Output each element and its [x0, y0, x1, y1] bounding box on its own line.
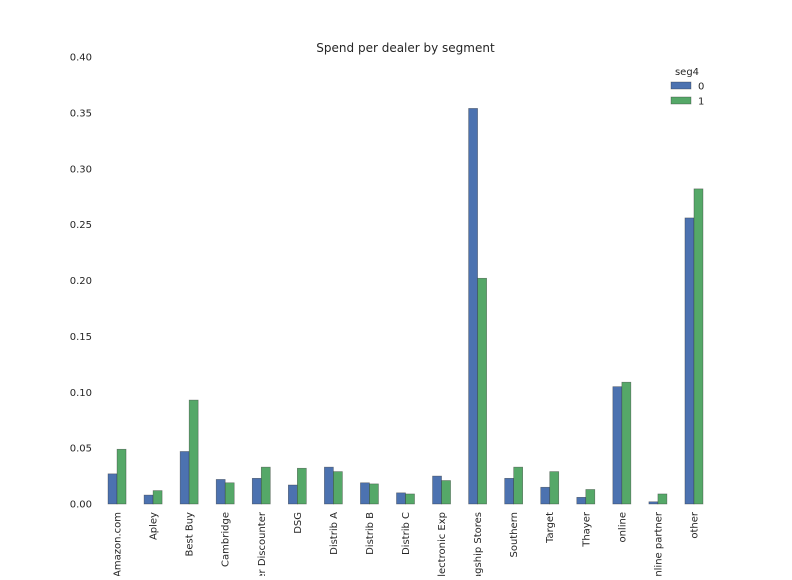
bar-series-0-7	[360, 482, 370, 505]
legend-swatch-0	[670, 81, 692, 90]
chart-title: Spend per dealer by segment	[316, 41, 495, 55]
bar-series-1-4	[260, 466, 271, 505]
bar-series-1-15	[657, 493, 668, 505]
x-tick-label: Flagship Stores	[473, 512, 484, 576]
y-tick-label: 0.40	[70, 53, 92, 64]
x-tick-label: DSG	[293, 512, 304, 534]
bar-series-1-7	[369, 483, 379, 505]
x-axis: Amazon.com Apley Best Buy Cambridge Power Di…	[113, 511, 701, 580]
bar-series-0-10	[468, 108, 478, 505]
x-tick-label: Power Discounter	[257, 511, 268, 576]
bar-series-0-9	[432, 475, 442, 505]
bar-series-1-16	[693, 188, 704, 505]
y-tick-label: 0.05	[70, 444, 92, 455]
legend-label-0: 0	[698, 82, 704, 93]
y-tick-label: 0.15	[70, 332, 92, 343]
x-tick-label: Distrib B	[365, 512, 376, 555]
bar-series-1-1	[152, 490, 163, 505]
bar-series-0-13	[576, 496, 587, 505]
bar-series-0-0	[107, 473, 118, 505]
bar-series-1-6	[333, 471, 343, 505]
x-tick-label: online partner	[653, 511, 664, 576]
bar-series-0-16	[684, 217, 695, 505]
bar-series-1-11	[513, 466, 523, 505]
bar-series-1-8	[405, 493, 415, 505]
bar-series-0-15	[648, 501, 659, 505]
y-axis: 0.00 0.05 0.10 0.15 0.20 0.25 0.30 0.35 0.40	[70, 53, 92, 511]
x-tick-label: online	[617, 512, 628, 543]
x-tick-label: Southern	[509, 512, 520, 558]
y-tick-label: 0.35	[70, 108, 92, 119]
bar-series-1-0	[116, 448, 127, 505]
bar-series-0-6	[324, 466, 334, 505]
legend-label-1: 1	[698, 97, 704, 108]
legend-swatch-1	[670, 96, 692, 105]
y-tick-label: 0.25	[70, 220, 92, 231]
bar-series-0-14	[612, 386, 623, 505]
bar-series-0-3	[215, 479, 226, 505]
bar-series-1-13	[585, 489, 596, 505]
bar-series-0-11	[504, 477, 514, 505]
bar-series-0-4	[251, 477, 262, 505]
x-tick-label: other	[689, 511, 700, 539]
bar-series-0-2	[179, 451, 190, 505]
bar-series-1-2	[188, 399, 199, 505]
x-tick-label: Apley	[149, 512, 160, 540]
y-tick-label: 0.10	[70, 388, 92, 399]
legend: seg4 0 1	[670, 67, 704, 108]
bar-series-1-3	[224, 482, 235, 505]
bar-series-1-10	[477, 277, 487, 505]
bar-series-1-5	[297, 467, 307, 505]
legend-title: seg4	[675, 67, 699, 78]
x-tick-label: Best Buy	[185, 512, 196, 557]
x-tick-label: Thayer	[581, 511, 592, 548]
bar-series-0-5	[288, 484, 298, 505]
bar-series-1-9	[441, 480, 451, 505]
x-tick-label: Target	[545, 512, 556, 544]
x-tick-label: Distrib C	[401, 512, 412, 555]
bar-series-1-14	[621, 381, 632, 505]
x-tick-label: Electronic Exp	[437, 512, 448, 576]
x-tick-label: Distrib A	[329, 512, 340, 555]
y-tick-label: 0.30	[70, 164, 92, 175]
bar-series-0-8	[396, 492, 406, 505]
y-tick-label: 0.00	[70, 500, 92, 511]
bar-series-1-12	[549, 471, 560, 505]
bars	[107, 108, 704, 505]
bar-series-0-1	[143, 494, 154, 505]
bar-series-0-12	[540, 486, 551, 505]
y-tick-label: 0.20	[70, 276, 92, 287]
x-tick-label: Amazon.com	[113, 512, 124, 576]
x-tick-label: Cambridge	[221, 512, 232, 567]
